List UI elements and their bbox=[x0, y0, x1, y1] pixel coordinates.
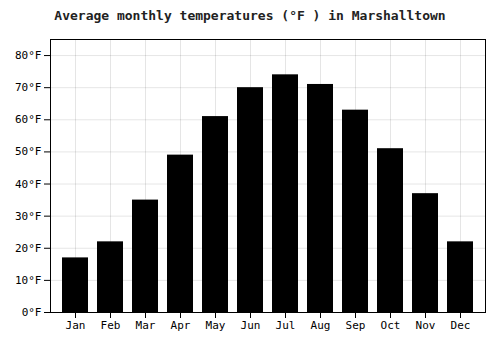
svg-text:10°F: 10°F bbox=[15, 274, 42, 287]
svg-text:70°F: 70°F bbox=[15, 81, 42, 94]
svg-text:May: May bbox=[206, 319, 226, 332]
svg-text:Jan: Jan bbox=[66, 319, 86, 332]
svg-text:Jun: Jun bbox=[241, 319, 261, 332]
svg-text:Oct: Oct bbox=[381, 319, 401, 332]
svg-text:0°F: 0°F bbox=[22, 306, 42, 319]
svg-text:80°F: 80°F bbox=[15, 49, 42, 62]
svg-text:Feb: Feb bbox=[101, 319, 121, 332]
svg-text:Dec: Dec bbox=[451, 319, 471, 332]
svg-text:20°F: 20°F bbox=[15, 242, 42, 255]
svg-text:30°F: 30°F bbox=[15, 210, 42, 223]
svg-text:Sep: Sep bbox=[346, 319, 366, 332]
svg-text:Aug: Aug bbox=[311, 319, 331, 332]
svg-text:40°F: 40°F bbox=[15, 178, 42, 191]
svg-text:50°F: 50°F bbox=[15, 145, 42, 158]
svg-text:60°F: 60°F bbox=[15, 113, 42, 126]
svg-text:Nov: Nov bbox=[416, 319, 436, 332]
svg-text:Mar: Mar bbox=[136, 319, 156, 332]
svg-text:Apr: Apr bbox=[171, 319, 191, 332]
svg-text:Jul: Jul bbox=[276, 319, 296, 332]
html-text:Average monthly temperatures (: Average monthly temperatures (°F ) in Ma… bbox=[54, 8, 446, 23]
